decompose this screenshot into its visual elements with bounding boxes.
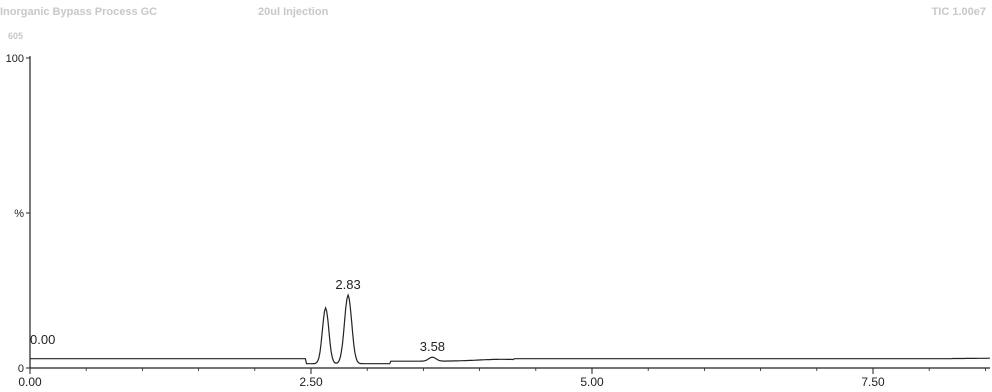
x-tick-label: 2.50 [299,375,323,389]
header-right-text: TIC 1.00e7 [931,6,986,18]
x-tick-label: 7.50 [861,375,885,389]
header-left-text: Inorganic Bypass Process GC [0,6,158,18]
peak-label: 2.83 [335,277,360,292]
x-tick-label: 0.00 [18,375,42,389]
header-scan-text: 605 [8,31,24,41]
x-tick-label: 5.00 [580,375,604,389]
y-tick-label: 0 [18,363,24,375]
y-tick-label: 100 [6,53,24,65]
peak-label: 0.00 [30,332,55,347]
peak-label: 3.58 [420,339,445,354]
chromatogram-trace [30,293,990,365]
header-middle-text: 20ul Injection [258,6,329,18]
y-tick-label: % [14,208,24,220]
